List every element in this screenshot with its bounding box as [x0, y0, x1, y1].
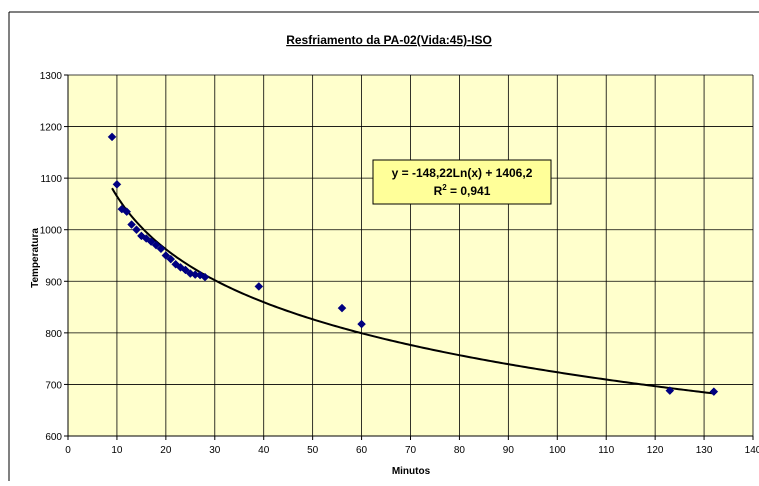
r-squared: R2 = 0,941 [434, 183, 491, 198]
data-point [665, 386, 675, 395]
trendline-label: y = -148,22Ln(x) + 1406,2 R2 = 0,941 [372, 159, 552, 205]
x-tick-label: 70 [405, 445, 417, 456]
trendline-equation: y = -148,22Ln(x) + 1406,2 [392, 166, 533, 180]
data-point [122, 207, 132, 217]
y-tick-label: 800 [45, 329, 62, 340]
x-tick-label: 10 [111, 445, 123, 456]
x-axis-title: Minutos [392, 466, 431, 477]
x-tick-label: 20 [160, 445, 172, 456]
data-point [161, 251, 171, 260]
data-point [200, 272, 210, 282]
y-tick-label: 600 [45, 432, 62, 443]
data-point [112, 179, 122, 189]
y-tick-label: 700 [45, 380, 62, 391]
x-tick-label: 30 [209, 445, 221, 456]
y-tick-label: 1000 [40, 226, 63, 237]
x-tick-label: 90 [503, 445, 515, 456]
x-tick-label: 110 [598, 445, 614, 456]
data-point [254, 282, 264, 291]
x-tick-label: 120 [647, 445, 664, 456]
x-tick-label: 130 [696, 445, 713, 456]
data-point [107, 132, 117, 142]
data-point [127, 220, 136, 229]
trendline [111, 187, 714, 395]
x-tick-label: 80 [454, 445, 466, 456]
x-tick-label: 140 [745, 445, 759, 456]
tick-labels: 0 10 20 30 40 50 60 70 80 90 100 110 120 130 140 600 700… [40, 71, 759, 456]
x-tick-label: 0 [65, 445, 71, 456]
data-point [146, 237, 156, 246]
data-point [132, 225, 141, 235]
data-point [181, 265, 190, 275]
trendline-label-box [372, 159, 552, 205]
r-squared-superscript: 2 [442, 183, 447, 192]
chart-title: Resfriamento da PA-02(Vida:45)-ISO [286, 33, 492, 47]
y-tick-label: 1100 [40, 174, 62, 185]
data-point [337, 303, 347, 313]
data-point [166, 254, 176, 264]
data-point [709, 387, 719, 397]
y-axis-title: Temperatura [30, 228, 41, 288]
y-tick-label: 900 [45, 277, 62, 288]
x-tick-label: 40 [258, 445, 270, 456]
data-point [156, 244, 166, 254]
y-tick-label: 1300 [40, 71, 63, 82]
data-point [357, 319, 366, 329]
r-squared-symbol: R [434, 184, 443, 198]
data-points [107, 132, 719, 397]
axes [64, 74, 754, 440]
x-tick-label: 100 [549, 445, 566, 456]
data-point [151, 240, 161, 250]
y-tick-label: 1200 [40, 123, 63, 134]
r-squared-value: = 0,941 [447, 184, 491, 198]
x-tick-label: 60 [356, 445, 368, 456]
x-tick-label: 50 [307, 445, 319, 456]
